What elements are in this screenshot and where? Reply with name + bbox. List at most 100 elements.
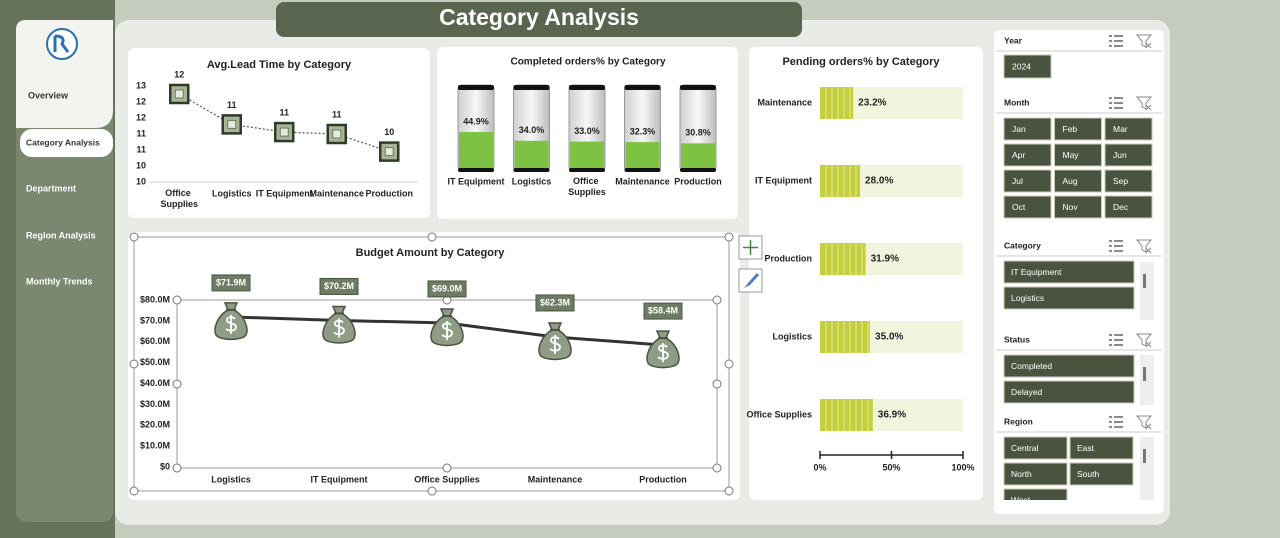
- nav-item[interactable]: Department: [26, 183, 76, 193]
- slicer-button-label[interactable]: Mar: [1113, 124, 1128, 134]
- slicer-title: Region: [1004, 416, 1033, 426]
- bar: [820, 399, 873, 431]
- multiselect-icon[interactable]: [1109, 334, 1123, 346]
- slicer-button-label[interactable]: Sep: [1113, 176, 1128, 186]
- dollar-sign: [549, 334, 561, 354]
- slicer-button-label[interactable]: Dec: [1113, 202, 1129, 212]
- slicer-button[interactable]: [1054, 143, 1102, 167]
- clear-filter-icon[interactable]: [1135, 333, 1153, 348]
- data-label: 30.8%: [685, 128, 711, 138]
- dollar-sign: [657, 343, 669, 363]
- scroll-thumb[interactable]: [1143, 274, 1146, 288]
- clear-filter-icon[interactable]: [1135, 415, 1153, 430]
- multiselect-icon[interactable]: [1109, 240, 1123, 252]
- plus-icon: [743, 240, 758, 255]
- bar: [820, 87, 854, 119]
- slicer-button[interactable]: [1054, 169, 1102, 193]
- nav-item[interactable]: Monthly Trends: [26, 276, 93, 286]
- slicer-button[interactable]: [1003, 117, 1052, 141]
- slicer-button-label[interactable]: Completed: [1011, 361, 1052, 371]
- y-tick-label: $0: [160, 461, 170, 471]
- x-tick-label: 0%: [813, 462, 826, 472]
- data-label: 34.0%: [519, 125, 545, 135]
- slicer-button[interactable]: [1003, 436, 1068, 460]
- card: [128, 232, 740, 500]
- y-tick-label: 13: [136, 80, 146, 90]
- slicer-title: Month: [1004, 97, 1030, 107]
- y-tick-label: Office Supplies: [746, 409, 812, 419]
- x-tick-label: Maintenance: [528, 474, 583, 484]
- scroll-thumb[interactable]: [1143, 367, 1146, 381]
- slicer-button-label[interactable]: Delayed: [1011, 387, 1042, 397]
- slicer-button[interactable]: [1069, 462, 1134, 486]
- multiselect-icon[interactable]: [1109, 416, 1123, 428]
- slicer-button-label[interactable]: South: [1077, 469, 1099, 479]
- slicer-button[interactable]: [1003, 488, 1068, 511]
- marker-inner: [174, 89, 184, 99]
- nav-item[interactable]: Region Analysis: [26, 230, 96, 240]
- slicer-button[interactable]: [1003, 380, 1135, 404]
- slicer-button[interactable]: [1003, 354, 1135, 378]
- slicer-button[interactable]: [1003, 143, 1052, 167]
- slicer-button[interactable]: [1003, 260, 1135, 284]
- scroll-track: [1140, 262, 1154, 320]
- slicer-button[interactable]: [1069, 436, 1134, 460]
- x-tick-label: Logistics: [212, 188, 252, 198]
- slicer-button-label[interactable]: Apr: [1012, 150, 1025, 160]
- slicer-button-label[interactable]: Nov: [1063, 202, 1079, 212]
- slicer-title: Category: [1004, 240, 1041, 250]
- y-tick-label: Maintenance: [757, 97, 812, 107]
- cylinder-cap: [569, 85, 605, 90]
- slicer-button[interactable]: [1003, 169, 1052, 193]
- slicer-button-label[interactable]: East: [1077, 443, 1095, 453]
- nav-item[interactable]: Overview: [28, 90, 69, 100]
- slicer-button-label[interactable]: IT Equipment: [1011, 267, 1062, 277]
- slicer-button[interactable]: [1104, 195, 1153, 219]
- slicer-button-label[interactable]: Jan: [1012, 124, 1026, 134]
- slicer-button[interactable]: [1003, 54, 1052, 79]
- slicer-button-label[interactable]: West: [1011, 495, 1031, 505]
- nav-active-tab: [20, 129, 113, 157]
- slicer-button[interactable]: [1003, 195, 1052, 219]
- slicer-button-label[interactable]: May: [1063, 150, 1080, 160]
- slicer-button-label[interactable]: Jul: [1012, 176, 1023, 186]
- slicer-button-label[interactable]: Oct: [1012, 202, 1026, 212]
- dollar-sign: [225, 314, 237, 334]
- page-title: Category Analysis: [439, 4, 639, 30]
- slicer-button-label[interactable]: Central: [1011, 443, 1039, 453]
- nav-item[interactable]: Category Analysis: [26, 137, 100, 147]
- multiselect-icon[interactable]: [1109, 35, 1123, 47]
- data-label: 28.0%: [865, 176, 893, 187]
- y-tick-label: $80.0M: [140, 294, 170, 304]
- marker-inner: [279, 127, 289, 137]
- clear-filter-icon[interactable]: [1135, 239, 1153, 254]
- bar: [570, 141, 604, 168]
- x-tick-label: Production: [366, 188, 414, 198]
- slicer-button-label[interactable]: Jun: [1113, 150, 1127, 160]
- slicer-button[interactable]: [1104, 169, 1153, 193]
- scroll-thumb[interactable]: [1143, 449, 1146, 463]
- slicer-button-label[interactable]: Aug: [1063, 176, 1078, 186]
- data-label: 23.2%: [858, 98, 886, 109]
- slicer-button[interactable]: [1104, 117, 1153, 141]
- slicer-button[interactable]: [1104, 143, 1153, 167]
- slicer-button-label[interactable]: Feb: [1063, 124, 1078, 134]
- clear-filter-icon[interactable]: [1135, 34, 1153, 49]
- multiselect-icon[interactable]: [1109, 97, 1123, 109]
- slicer-button-label[interactable]: 2024: [1012, 61, 1031, 71]
- data-label: $71.9M: [216, 277, 246, 287]
- x-tick-label: 50%: [882, 462, 900, 472]
- slicer-button[interactable]: [1003, 286, 1135, 310]
- y-tick-label: Logistics: [772, 331, 812, 341]
- slicer-button[interactable]: [1054, 195, 1102, 219]
- x-tick-label: Office Supplies: [414, 474, 480, 484]
- data-label-box: [427, 280, 467, 298]
- cylinder-cap: [680, 85, 716, 90]
- slicer-button-label[interactable]: North: [1011, 469, 1032, 479]
- bar: [514, 140, 549, 168]
- slicer-button[interactable]: [1003, 462, 1068, 486]
- slicer-button[interactable]: [1054, 117, 1102, 141]
- slicer-button-label[interactable]: Logistics: [1011, 293, 1044, 303]
- cylinder-cap: [624, 85, 661, 90]
- clear-filter-icon[interactable]: [1135, 96, 1153, 111]
